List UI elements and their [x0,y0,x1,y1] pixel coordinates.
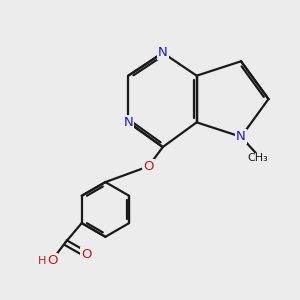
Text: N: N [123,116,133,129]
Text: H: H [38,256,46,266]
Text: N: N [236,130,246,143]
Text: N: N [158,46,168,59]
Text: CH₃: CH₃ [247,154,268,164]
Text: O: O [81,248,92,261]
Text: O: O [143,160,154,173]
Text: O: O [47,254,57,267]
